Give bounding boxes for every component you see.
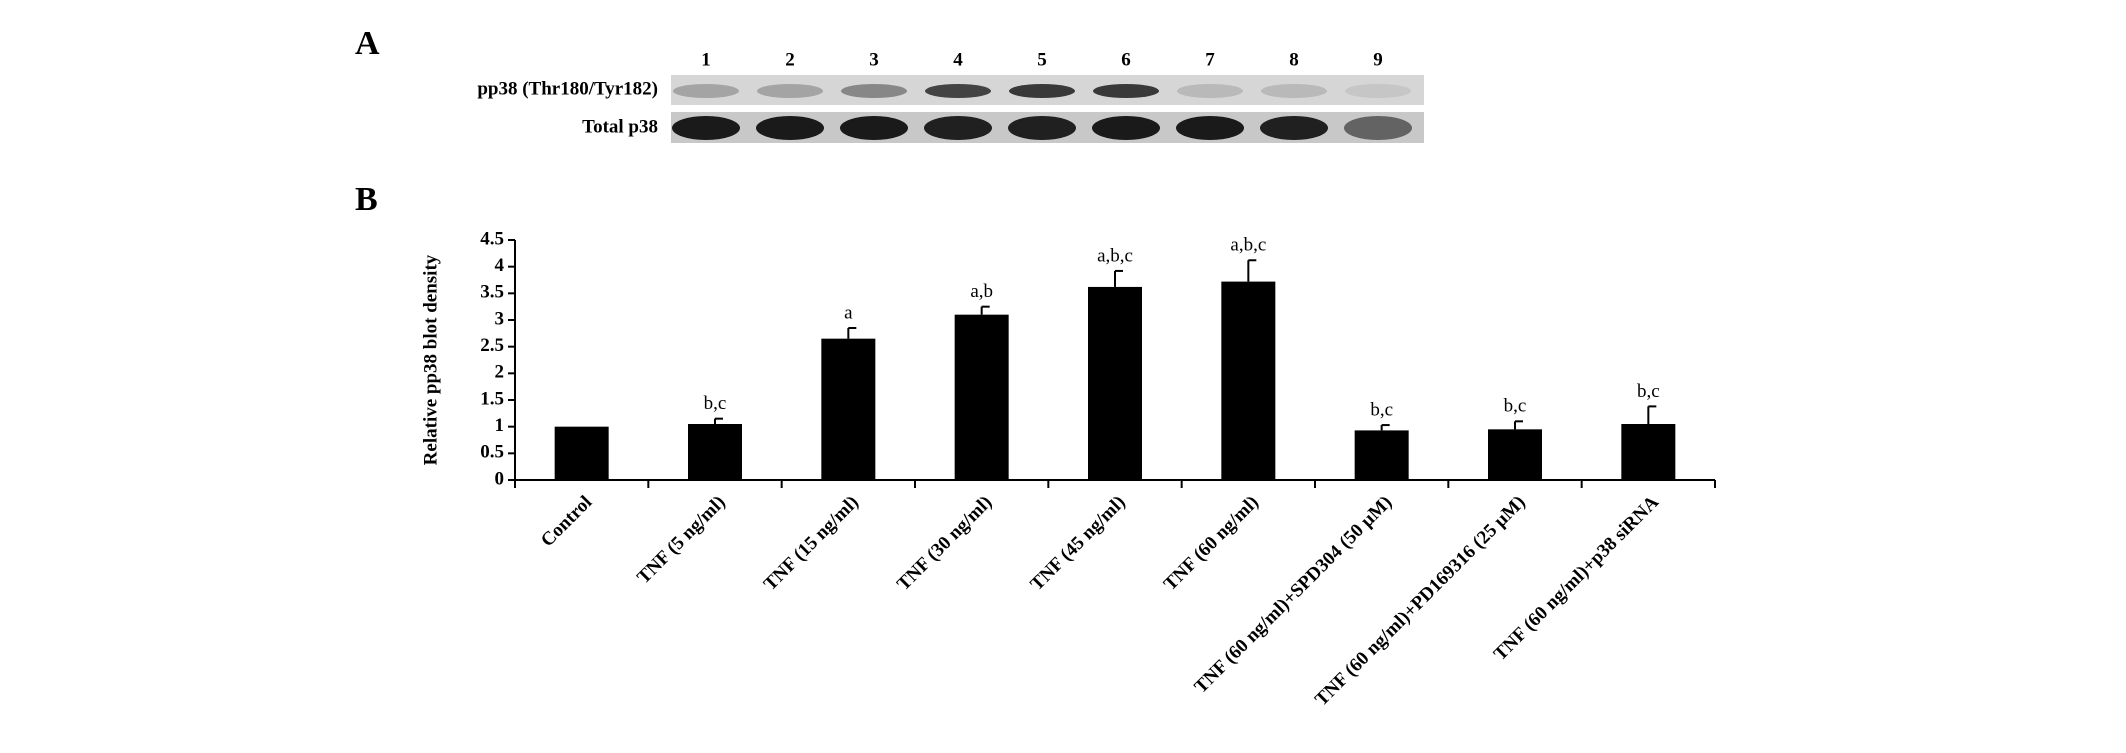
bar (1621, 424, 1676, 480)
bar (821, 338, 876, 480)
blot-band (1261, 84, 1327, 98)
x-tick-label: TNF (45 ng/ml) (1026, 492, 1129, 595)
blot-band (1344, 116, 1412, 140)
bar (1088, 286, 1142, 480)
blot-band (1093, 84, 1159, 98)
blot-band (672, 116, 740, 140)
bar (1488, 429, 1542, 480)
blot-band (1345, 84, 1411, 98)
blot-band (1177, 84, 1243, 98)
annotation: a (844, 302, 853, 323)
lane-number: 2 (785, 49, 795, 70)
x-tick-label: Control (537, 492, 596, 551)
annotation: b,c (1504, 396, 1527, 417)
blot-band (1176, 116, 1244, 140)
lane-number: 9 (1373, 49, 1383, 70)
lane-number: 4 (953, 49, 963, 70)
bar (1221, 281, 1276, 480)
annotation: a,b,c (1097, 245, 1133, 266)
y-tick-label: 3 (495, 308, 505, 329)
blot-band (756, 116, 824, 140)
bar (954, 314, 1009, 480)
blot-band (1092, 116, 1160, 140)
blot-band (925, 84, 991, 98)
lane-number: 1 (701, 49, 711, 70)
bar (554, 426, 609, 480)
blot-band (1008, 116, 1076, 140)
y-tick-label: 3.5 (480, 282, 504, 303)
lane-number: 8 (1289, 49, 1299, 70)
bar (688, 424, 742, 480)
y-tick-label: 2 (495, 362, 505, 383)
lane-number: 7 (1205, 49, 1215, 70)
y-tick-label: 4.5 (480, 228, 504, 249)
annotation: b,c (704, 393, 727, 414)
lane-number: 3 (869, 49, 879, 70)
y-tick-label: 0.5 (480, 442, 504, 463)
annotation: a,b,c (1230, 235, 1266, 256)
annotation: b,c (1370, 399, 1393, 420)
x-tick-label: TNF (60 ng/ml)+PD169316 (25 µM) (1311, 492, 1530, 711)
blot-band (673, 84, 739, 98)
blot-band (841, 84, 907, 98)
x-tick-label: TNF (5 ng/ml) (633, 492, 729, 588)
panel-label: B (355, 181, 378, 218)
blot-row-label: pp38 (Thr180/Tyr182) (477, 78, 658, 99)
x-tick-label: TNF (30 ng/ml) (893, 492, 996, 595)
blot-band (757, 84, 823, 98)
blot-band (1009, 84, 1075, 98)
y-tick-label: 0 (495, 468, 505, 489)
annotation: b,c (1637, 381, 1660, 402)
x-tick-label: TNF (60 ng/ml) (1160, 492, 1263, 595)
blot-band (1260, 116, 1328, 140)
blot-band (840, 116, 908, 140)
y-tick-label: 2.5 (480, 335, 504, 356)
bar (1354, 430, 1409, 480)
lane-number: 5 (1037, 49, 1047, 70)
x-tick-label: TNF (15 ng/ml) (760, 492, 863, 595)
y-axis-label: Relative pp38 blot density (420, 254, 441, 465)
blot-band (924, 116, 992, 140)
y-tick-label: 1.5 (480, 388, 504, 409)
panel-label: A (355, 25, 380, 62)
y-tick-label: 1 (495, 415, 505, 436)
y-tick-label: 4 (495, 255, 505, 276)
blot-row-label: Total p38 (582, 116, 658, 137)
lane-number: 6 (1121, 49, 1131, 70)
annotation: a,b (970, 281, 993, 302)
